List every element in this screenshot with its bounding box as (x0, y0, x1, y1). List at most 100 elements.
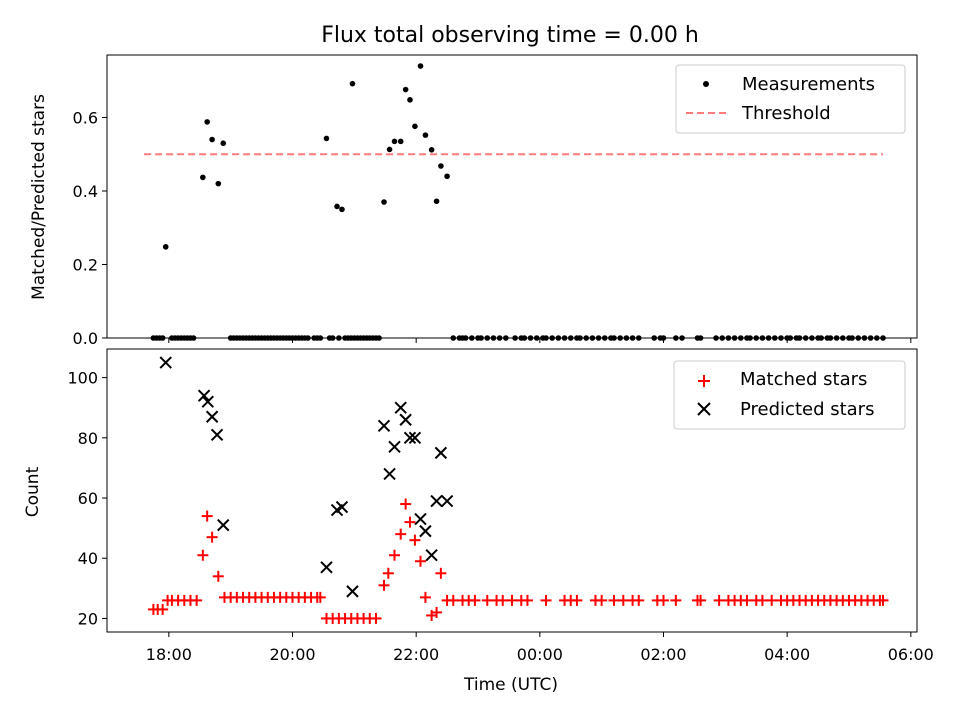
predicted-star-point (346, 585, 359, 598)
measurement-point (725, 335, 732, 341)
bottom-legend: Matched stars Predicted stars (673, 360, 906, 430)
measurement-point (417, 63, 424, 69)
x-tick-label: 06:00 (888, 645, 934, 664)
measurement-point (200, 174, 206, 181)
matched-star-point (633, 594, 645, 606)
measurement-point (428, 147, 435, 153)
measurement-point (635, 335, 642, 341)
measurement-point (386, 146, 393, 153)
measurement-point (589, 335, 596, 341)
matched-star-point (877, 594, 889, 606)
matched-star-point (670, 594, 682, 606)
predicted-star-point (403, 431, 417, 445)
measurement-point (336, 335, 342, 341)
matched-star-point (382, 567, 394, 579)
measurement-point (478, 335, 484, 341)
matched-star-point (469, 594, 481, 606)
top-axes-frame (106, 54, 918, 339)
bottom-x-ticks: 18:00 20:00 22:00 00:00 02:00 04:00 06:00 (146, 632, 934, 664)
measurement-point (334, 203, 340, 210)
predicted-star-point (430, 494, 443, 508)
matched-star-point (419, 591, 431, 603)
predicted-star-point (419, 524, 432, 538)
matched-star-point (370, 612, 382, 624)
predicted-star-point (201, 395, 214, 408)
measurement-point (601, 335, 608, 341)
predicted-star-point (320, 561, 333, 574)
top-data-layer (144, 63, 886, 341)
measurement-point (849, 335, 855, 341)
measurement-point (617, 335, 624, 341)
x-tick-label: 20:00 (269, 645, 315, 664)
y-tick-label: 60 (78, 489, 98, 508)
measurement-point (438, 163, 444, 169)
measurement-point (880, 335, 886, 341)
measurement-point (503, 335, 509, 341)
measurement-point (512, 335, 518, 341)
measurement-point (433, 198, 440, 205)
matched-star-point (713, 594, 725, 606)
predicted-star-point (399, 413, 412, 426)
measurement-point (787, 335, 794, 341)
x-axis-label: Time (UTC) (463, 675, 558, 695)
matched-star-point (617, 594, 629, 606)
predicted-star-point (440, 494, 454, 508)
bottom-y-axis-label: Count (23, 466, 43, 517)
predicted-star-point (383, 467, 396, 481)
y-tick-label: 0.0 (73, 329, 98, 348)
predicted-star-point (377, 419, 391, 432)
matched-star-point (540, 594, 552, 606)
measurement-point (796, 335, 803, 341)
bottom-panel: 20 40 60 80 100 18:00 20:00 22:00 00:00 02:00 04:… (23, 348, 934, 695)
legend-label-predicted-stars: Predicted stars (740, 399, 874, 420)
top-y-ticks: 0.0 0.2 0.4 0.6 (73, 108, 107, 348)
legend-label-threshold: Threshold (741, 103, 831, 124)
matched-star-point (414, 555, 426, 567)
measurement-point (833, 335, 840, 341)
matched-star-point (521, 594, 533, 606)
measurement-point (496, 335, 503, 341)
measurement-point (450, 335, 457, 341)
measurement-point (867, 335, 874, 341)
matched-star-point (766, 594, 778, 606)
measurement-point (159, 335, 166, 341)
measurement-point (376, 335, 382, 341)
measurement-point (731, 335, 738, 341)
matched-star-point (191, 594, 203, 606)
measurement-point (771, 335, 778, 341)
measurement-point (397, 138, 404, 145)
measurement-point (349, 80, 356, 87)
measurement-point (629, 335, 636, 341)
predicted-star-point (205, 410, 219, 423)
predicted-star-point (217, 518, 230, 532)
x-tick-label: 00:00 (517, 645, 563, 664)
measurement-point (651, 335, 658, 341)
matched-star-point (197, 549, 209, 561)
matched-star-point (400, 498, 412, 510)
measurement-point (855, 335, 862, 341)
matched-star-point (657, 594, 669, 606)
measurement-point (874, 335, 880, 341)
measurement-point (827, 335, 834, 341)
matched-star-point (201, 510, 213, 522)
y-tick-label: 40 (78, 549, 98, 568)
measurement-point (412, 123, 418, 130)
measurement-point (490, 335, 497, 341)
measurement-point (713, 335, 719, 341)
predicted-star-point (388, 440, 401, 454)
measurement-point (215, 180, 222, 187)
measurement-point (549, 335, 555, 341)
y-tick-label: 80 (78, 429, 98, 448)
measurement-point (444, 173, 450, 180)
measurement-point (527, 335, 534, 341)
measurement-point (209, 136, 215, 143)
measurement-point (305, 335, 311, 341)
measurement-point (323, 135, 330, 142)
measurement-point (623, 335, 630, 341)
measurement-point (469, 335, 475, 341)
matched-star-point (741, 594, 753, 606)
x-tick-label: 18:00 (146, 645, 192, 664)
matched-star-point (596, 594, 608, 606)
measurement-point (737, 335, 744, 341)
